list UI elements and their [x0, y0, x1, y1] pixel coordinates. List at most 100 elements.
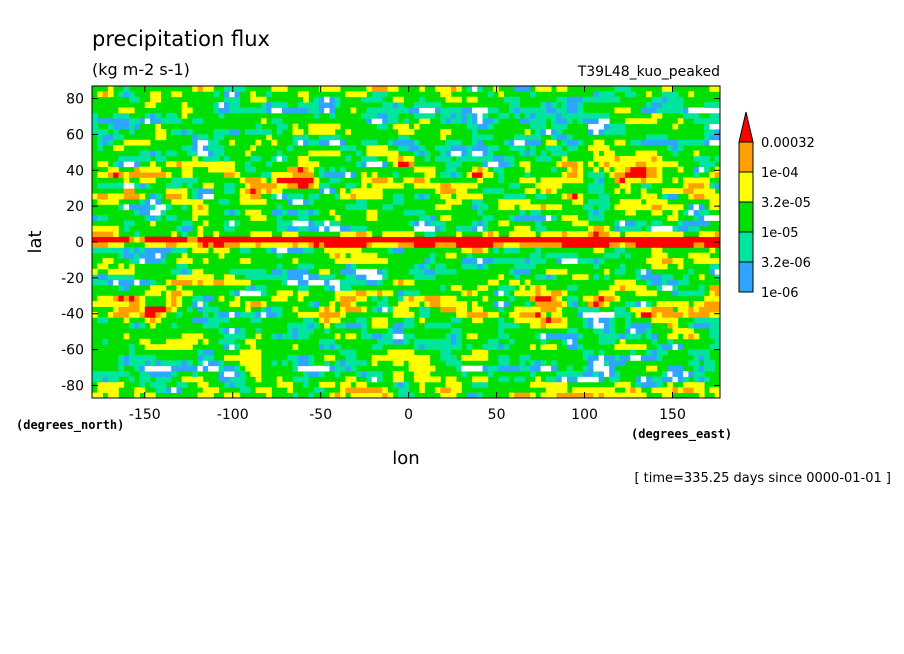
- field-cell: [223, 161, 230, 168]
- field-cell: [656, 177, 663, 184]
- field-cell: [471, 317, 478, 324]
- field-cell: [519, 134, 526, 141]
- field-cell: [150, 112, 156, 119]
- field-cell: [413, 150, 420, 157]
- field-cell: [582, 376, 589, 383]
- field-cell: [461, 225, 468, 232]
- field-cell: [223, 86, 230, 92]
- field-cell: [540, 306, 547, 313]
- field-cell: [593, 365, 600, 372]
- field-cell: [186, 242, 193, 248]
- field-cell: [366, 236, 373, 243]
- field-cell: [318, 279, 325, 286]
- field-cell: [524, 166, 531, 173]
- field-cell: [609, 365, 615, 372]
- field-cell: [134, 209, 140, 216]
- field-cell: [297, 274, 304, 281]
- field-cell: [213, 236, 220, 243]
- field-cell: [345, 387, 351, 394]
- field-cell: [223, 328, 230, 334]
- field-cell: [139, 252, 146, 259]
- field-cell: [519, 365, 526, 372]
- field-cell: [540, 112, 547, 119]
- field-cell: [292, 198, 299, 205]
- field-cell: [482, 263, 489, 270]
- field-cell: [266, 247, 272, 254]
- field-cell: [545, 145, 552, 151]
- field-cell: [508, 96, 515, 103]
- field-cell: [683, 177, 689, 184]
- field-cell: [661, 252, 668, 259]
- field-cell: [271, 295, 278, 302]
- field-cell: [535, 295, 541, 302]
- field-cell: [281, 225, 288, 232]
- field-cell: [508, 279, 515, 286]
- field-cell: [593, 118, 600, 125]
- field-cell: [324, 86, 330, 92]
- field-cell: [419, 112, 425, 119]
- field-cell: [471, 145, 478, 151]
- field-cell: [371, 279, 378, 286]
- field-cell: [318, 129, 325, 135]
- field-cell: [609, 338, 615, 345]
- field-cell: [672, 387, 679, 394]
- field-cell: [545, 322, 552, 329]
- field-cell: [234, 354, 241, 361]
- field-cell: [192, 247, 198, 254]
- field-cell: [308, 123, 315, 130]
- field-cell: [118, 236, 125, 243]
- field-cell: [471, 198, 478, 205]
- field-cell: [498, 306, 505, 313]
- field-cell: [392, 354, 399, 361]
- field-cell: [709, 360, 716, 367]
- field-cell: [709, 365, 716, 372]
- field-cell: [646, 258, 652, 264]
- field-cell: [181, 268, 188, 275]
- field-cell: [313, 220, 320, 227]
- field-cell: [197, 161, 204, 168]
- field-cell: [334, 134, 341, 141]
- field-cell: [118, 247, 125, 254]
- field-cell: [371, 242, 378, 248]
- field-cell: [445, 295, 452, 302]
- field-cell: [598, 317, 605, 324]
- field-cell: [698, 365, 705, 372]
- field-cell: [229, 311, 235, 318]
- field-cell: [345, 242, 351, 248]
- field-cell: [192, 371, 198, 377]
- field-cell: [477, 285, 483, 291]
- field-cell: [630, 177, 636, 184]
- field-cell: [376, 118, 383, 125]
- field-cell: [139, 306, 146, 313]
- field-cell: [598, 328, 605, 334]
- field-cell: [186, 279, 193, 286]
- field-cell: [371, 145, 378, 151]
- field-cell: [160, 204, 167, 211]
- field-cell: [466, 365, 473, 372]
- field-cell: [123, 295, 130, 302]
- field-cell: [493, 290, 499, 297]
- field-cell: [192, 86, 198, 92]
- field-cell: [524, 301, 531, 307]
- field-cell: [540, 155, 547, 162]
- field-cell: [593, 209, 600, 216]
- field-cell: [545, 107, 552, 114]
- field-cell: [340, 172, 346, 178]
- field-cell: [102, 247, 109, 254]
- field-cell: [519, 150, 526, 157]
- field-cell: [508, 295, 515, 302]
- field-cell: [456, 112, 462, 119]
- field-cell: [561, 236, 568, 243]
- field-cell: [213, 247, 220, 254]
- field-cell: [561, 258, 568, 264]
- field-cell: [350, 172, 357, 178]
- field-cell: [144, 166, 151, 173]
- field-cell: [683, 236, 689, 243]
- field-cell: [566, 96, 573, 103]
- field-cell: [107, 166, 114, 173]
- colorbar-label: 3.2e-05: [761, 196, 811, 211]
- field-cell: [677, 387, 684, 394]
- field-cell: [118, 242, 125, 248]
- field-cell: [677, 376, 684, 383]
